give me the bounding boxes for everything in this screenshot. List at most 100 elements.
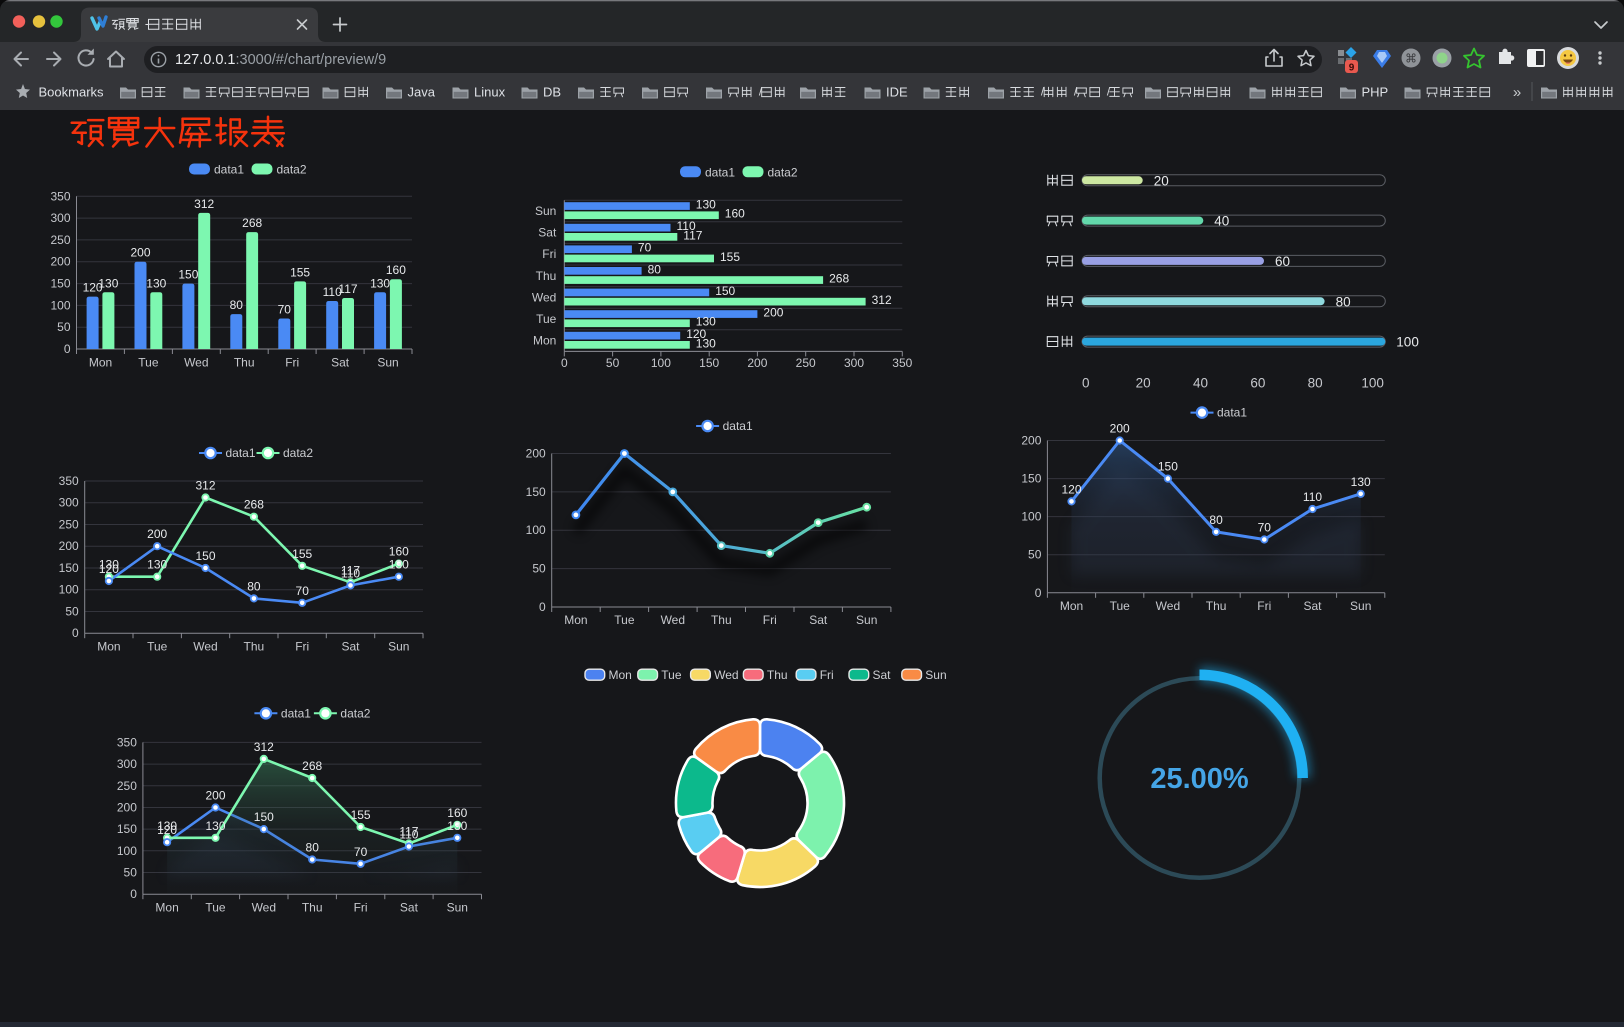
svg-text:Sat: Sat <box>341 640 360 654</box>
svg-text:»: » <box>1513 84 1521 101</box>
svg-text:110: 110 <box>323 285 342 299</box>
svg-text:350: 350 <box>892 356 912 370</box>
svg-text:data2: data2 <box>340 706 370 720</box>
svg-text:70: 70 <box>1258 521 1272 535</box>
svg-text:130: 130 <box>147 558 167 572</box>
svg-text:Fri: Fri <box>295 640 309 654</box>
svg-text:160: 160 <box>725 207 745 221</box>
svg-text:Sun: Sun <box>388 640 409 654</box>
svg-text:150: 150 <box>117 822 137 836</box>
svg-text:0: 0 <box>72 626 79 640</box>
svg-text:130: 130 <box>447 819 467 833</box>
svg-text:80: 80 <box>230 298 244 312</box>
svg-text:130: 130 <box>1351 475 1371 489</box>
svg-text:Sun: Sun <box>447 901 468 915</box>
svg-text:Wed: Wed <box>184 356 208 370</box>
svg-text:130: 130 <box>696 198 716 212</box>
svg-text:Tue: Tue <box>661 668 682 682</box>
svg-text:200: 200 <box>50 255 70 269</box>
svg-text:130: 130 <box>696 315 716 329</box>
svg-text:80: 80 <box>1308 376 1323 391</box>
svg-text:Tue: Tue <box>536 312 557 326</box>
svg-text:80: 80 <box>1209 513 1223 527</box>
svg-text:60: 60 <box>1250 376 1265 391</box>
svg-text:Thu: Thu <box>234 356 255 370</box>
svg-text:Bookmarks: Bookmarks <box>39 85 105 100</box>
svg-text:120: 120 <box>99 562 119 576</box>
svg-text:Fri: Fri <box>285 356 299 370</box>
svg-text:200: 200 <box>205 789 225 803</box>
svg-text:150: 150 <box>526 485 546 499</box>
svg-text:0: 0 <box>64 342 71 356</box>
svg-text:50: 50 <box>57 320 71 334</box>
svg-text:data1: data1 <box>1217 406 1247 420</box>
svg-text:20: 20 <box>1136 376 1151 391</box>
svg-text:110: 110 <box>1303 490 1322 504</box>
svg-text:250: 250 <box>50 233 70 247</box>
svg-text:data1: data1 <box>723 419 753 433</box>
svg-text:110: 110 <box>399 828 418 842</box>
svg-text:/: / <box>1107 85 1111 99</box>
svg-text:60: 60 <box>1275 254 1290 269</box>
svg-text:155: 155 <box>720 250 740 264</box>
svg-text:160: 160 <box>447 806 467 820</box>
svg-text:268: 268 <box>244 498 264 512</box>
svg-text:Fri: Fri <box>820 668 834 682</box>
svg-text:-: - <box>145 16 149 31</box>
svg-text:Sat: Sat <box>1303 599 1322 613</box>
svg-text:0: 0 <box>561 356 568 370</box>
svg-text:80: 80 <box>648 262 662 276</box>
svg-text:Sat: Sat <box>400 901 419 915</box>
svg-text:200: 200 <box>763 306 783 320</box>
svg-text:Sat: Sat <box>331 356 350 370</box>
svg-text:120: 120 <box>83 281 103 295</box>
svg-text:350: 350 <box>59 474 79 488</box>
svg-text:130: 130 <box>99 558 119 572</box>
svg-text:100: 100 <box>1361 376 1384 391</box>
svg-text:Fri: Fri <box>763 613 777 627</box>
svg-text:150: 150 <box>699 356 719 370</box>
svg-text:268: 268 <box>829 272 849 286</box>
svg-text:Tue: Tue <box>205 901 226 915</box>
svg-text:40: 40 <box>1193 376 1208 391</box>
svg-text:0: 0 <box>539 600 546 614</box>
svg-text:200: 200 <box>747 356 767 370</box>
svg-text:110: 110 <box>677 219 696 233</box>
svg-text:data1: data1 <box>705 165 735 179</box>
svg-text:155: 155 <box>351 808 371 822</box>
svg-text:150: 150 <box>1021 472 1041 486</box>
svg-text:50: 50 <box>65 605 79 619</box>
svg-text:9: 9 <box>1349 63 1355 74</box>
svg-text:Wed: Wed <box>714 668 738 682</box>
svg-text:130: 130 <box>696 336 716 350</box>
svg-text:117: 117 <box>338 282 357 296</box>
svg-text:80: 80 <box>247 579 261 593</box>
svg-text:PHP: PHP <box>1362 85 1389 100</box>
svg-text:100: 100 <box>59 583 79 597</box>
svg-text:Wed: Wed <box>532 290 556 304</box>
svg-text:Tue: Tue <box>147 640 168 654</box>
svg-text:40: 40 <box>1214 214 1229 229</box>
svg-text:Sat: Sat <box>809 613 828 627</box>
svg-text:Sun: Sun <box>856 613 877 627</box>
svg-text:Thu: Thu <box>244 640 265 654</box>
svg-text:Thu: Thu <box>711 613 732 627</box>
svg-text:data2: data2 <box>768 165 798 179</box>
svg-text:Wed: Wed <box>193 640 217 654</box>
svg-text:70: 70 <box>638 241 652 255</box>
svg-text:IDE: IDE <box>886 85 908 100</box>
svg-text:0: 0 <box>130 887 137 901</box>
svg-text:155: 155 <box>292 547 312 561</box>
svg-text:312: 312 <box>872 293 892 307</box>
svg-text:data2: data2 <box>277 163 307 177</box>
svg-text:Mon: Mon <box>533 334 556 348</box>
svg-text:300: 300 <box>117 757 137 771</box>
svg-text:120: 120 <box>1061 482 1081 496</box>
svg-text:300: 300 <box>50 211 70 225</box>
svg-text:100: 100 <box>1396 335 1419 350</box>
svg-text:Mon: Mon <box>609 668 632 682</box>
svg-text:155: 155 <box>290 265 310 279</box>
svg-text:70: 70 <box>354 845 368 859</box>
svg-text:250: 250 <box>59 518 79 532</box>
svg-text:Wed: Wed <box>661 613 685 627</box>
